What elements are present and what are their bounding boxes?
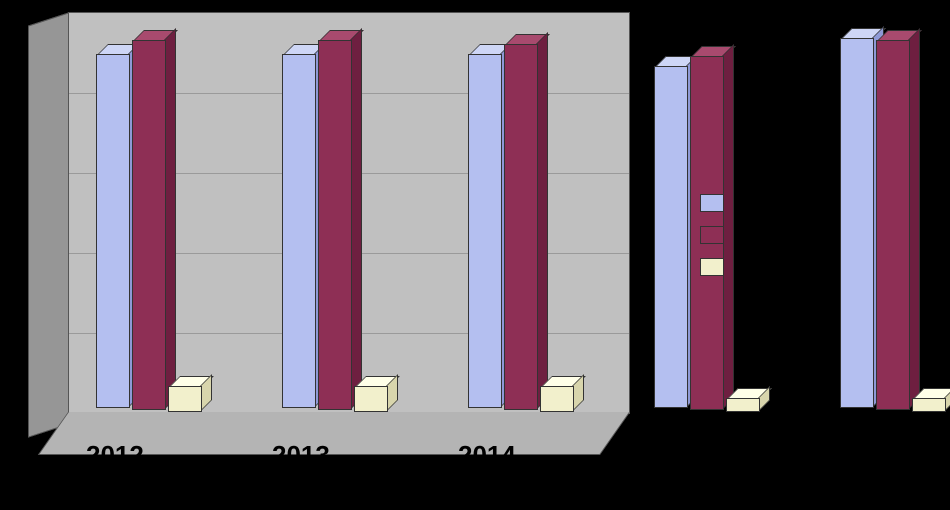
xlabel-2016: 2016 <box>830 440 888 471</box>
bar-s3-2015 <box>726 400 768 412</box>
chart-left-wall <box>28 12 70 438</box>
legend-item-2 <box>700 258 742 276</box>
legend-item-1 <box>700 226 742 244</box>
chart-x-labels: 20122013201420152016 <box>68 440 628 480</box>
chart-legend <box>700 180 742 290</box>
xlabel-2014: 2014 <box>458 440 516 471</box>
bar-s2-2014 <box>504 46 546 410</box>
bar-s2-2016 <box>876 42 918 410</box>
bar-s2-2013 <box>318 42 360 410</box>
bar-s3-2013 <box>354 388 396 412</box>
xlabel-2015: 2015 <box>644 440 702 471</box>
xlabel-2012: 2012 <box>86 440 144 471</box>
legend-swatch-0 <box>700 194 724 212</box>
xlabel-2013: 2013 <box>272 440 330 471</box>
legend-swatch-2 <box>700 258 724 276</box>
chart-stage: 2012 2013 2014 2015 2016 <box>0 0 950 510</box>
bar-s3-2012 <box>168 388 210 412</box>
chart-3d: 20122013201420152016 <box>28 12 658 482</box>
legend-swatch-1 <box>700 226 724 244</box>
legend-item-0 <box>700 194 742 212</box>
bar-s3-2014 <box>540 388 582 412</box>
chart-plot-area <box>68 12 628 412</box>
bar-s2-2012 <box>132 42 174 410</box>
bar-s3-2016 <box>912 400 950 412</box>
